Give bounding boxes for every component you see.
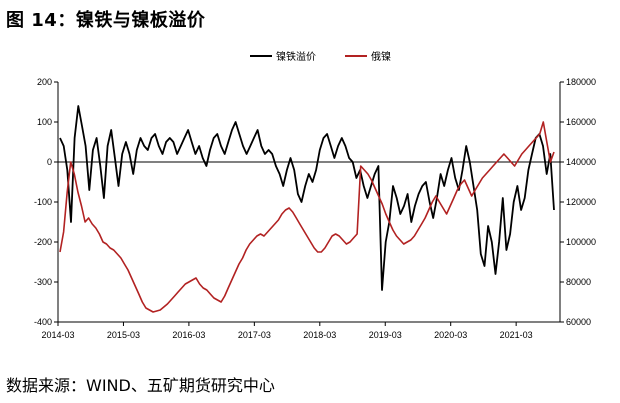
series-line-russian-nickel (59, 121, 555, 313)
left-tick-label: -200 (34, 237, 52, 247)
legend-label: 镍铁溢价 (276, 50, 316, 63)
left-tick-label: 0 (47, 157, 52, 167)
source-note: 数据来源：WIND、五矿期货研究中心 (6, 376, 275, 395)
x-tick-label: 2020-03 (434, 330, 467, 340)
x-tick-label: 2019-03 (369, 330, 402, 340)
chart-svg: 200 100 0 -100 -200 -300 -400 180000 160000 14000… (34, 50, 596, 340)
right-tick-label: 100000 (566, 237, 596, 247)
series-line-nickel-iron-premium (59, 105, 555, 291)
right-tick-label: 180000 (566, 77, 596, 87)
left-tick-label: 100 (37, 117, 52, 127)
x-tick-label: 2018-03 (303, 330, 336, 340)
left-tick-label: -400 (34, 317, 52, 327)
x-tick-label: 2015-03 (107, 330, 140, 340)
right-tick-label: 120000 (566, 197, 596, 207)
left-tick-label: -100 (34, 197, 52, 207)
x-tick-label: 2017-03 (238, 330, 271, 340)
chart-title: 图 14：镍铁与镍板溢价 (6, 10, 206, 31)
left-tick-label: 200 (37, 77, 52, 87)
left-tick-label: -300 (34, 277, 52, 287)
legend-label: 俄镍 (371, 50, 391, 63)
x-tick-label: 2016-03 (172, 330, 205, 340)
right-tick-label: 80000 (566, 277, 591, 287)
right-tick-label: 60000 (566, 317, 591, 327)
right-tick-label: 140000 (566, 157, 596, 167)
right-tick-label: 160000 (566, 117, 596, 127)
x-tick-label: 2021-03 (500, 330, 533, 340)
x-tick-label: 2014-03 (41, 330, 74, 340)
